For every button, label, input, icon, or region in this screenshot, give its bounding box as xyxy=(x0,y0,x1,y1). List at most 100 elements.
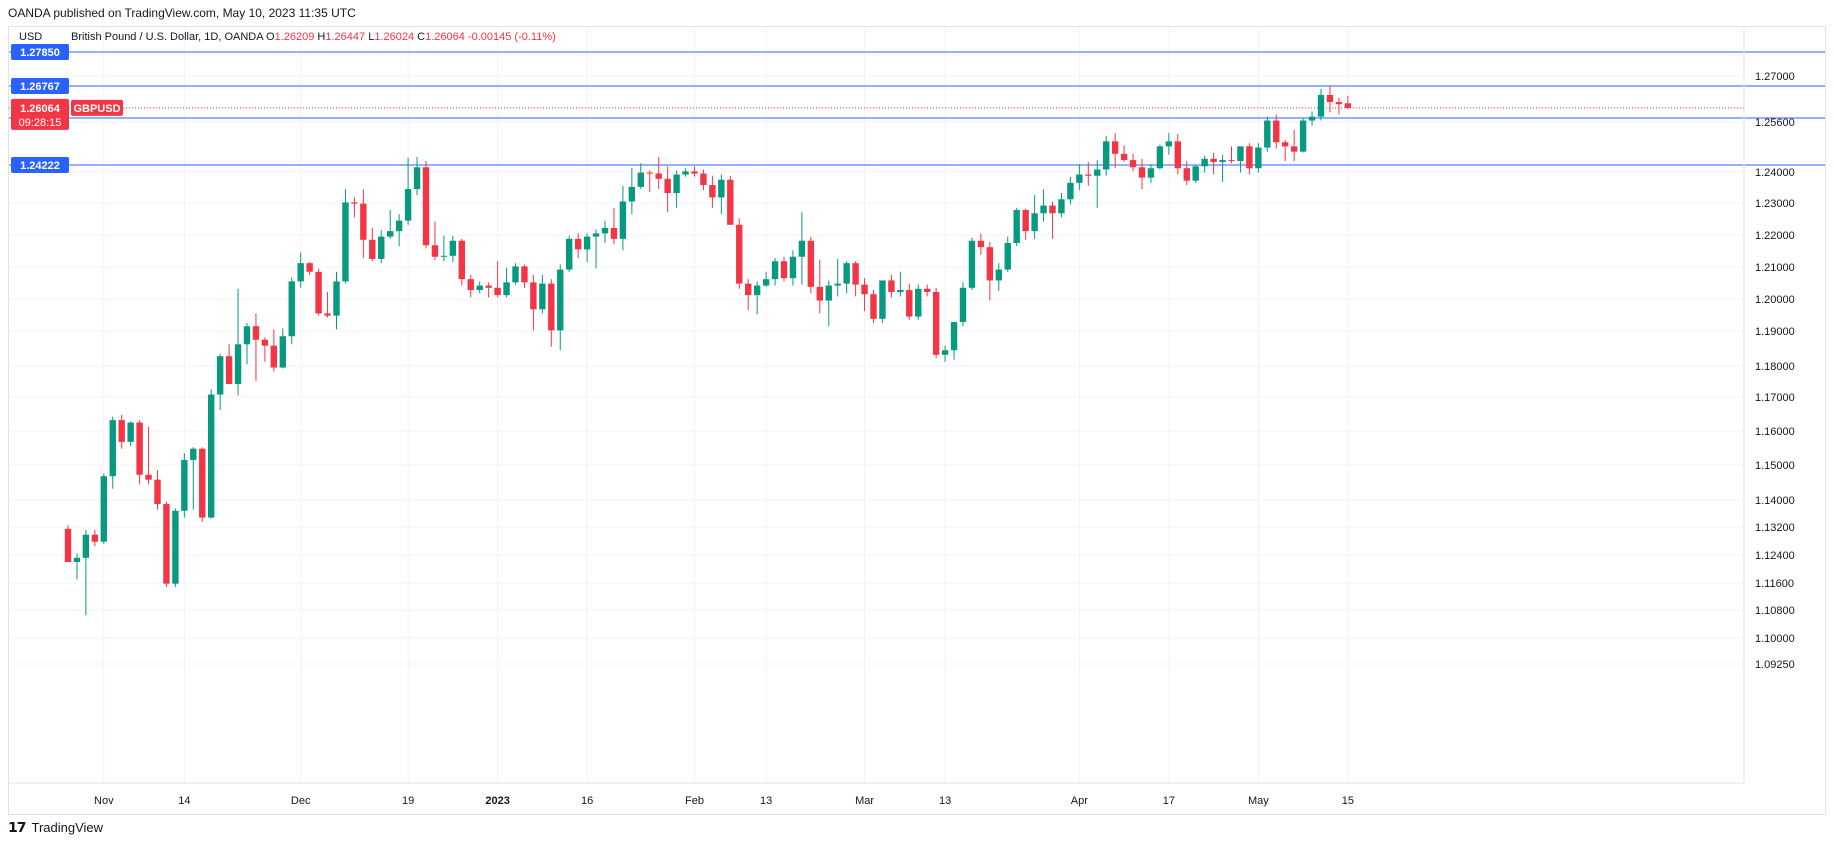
candle-down[interactable] xyxy=(1138,167,1146,178)
candle-down[interactable] xyxy=(1290,146,1298,152)
candle-up[interactable] xyxy=(673,174,680,194)
candle-up[interactable] xyxy=(190,448,197,460)
candle-down[interactable] xyxy=(655,173,662,179)
candle-up[interactable] xyxy=(950,322,958,351)
candle-down[interactable] xyxy=(118,420,125,442)
candle-down[interactable] xyxy=(431,245,439,257)
candle-down[interactable] xyxy=(1246,146,1253,169)
candle-down[interactable] xyxy=(888,280,895,292)
candle-up[interactable] xyxy=(959,287,967,323)
candle-up[interactable] xyxy=(628,186,636,202)
candle-down[interactable] xyxy=(816,286,823,301)
candle-down[interactable] xyxy=(1282,142,1289,147)
candle-up[interactable] xyxy=(1237,146,1244,162)
chart-frame[interactable]: 1.27000 1.25600 1.24000 1.23000 1.22000 1.210… xyxy=(8,26,1826,815)
candle-up[interactable] xyxy=(592,233,600,237)
candle-down[interactable] xyxy=(324,313,331,316)
candle-up[interactable] xyxy=(557,269,564,331)
candle-up[interactable] xyxy=(539,283,546,310)
candle-down[interactable] xyxy=(1228,160,1235,162)
candle-down[interactable] xyxy=(932,291,940,355)
candle-up[interactable] xyxy=(1219,160,1226,162)
candle-up[interactable] xyxy=(753,285,761,296)
candle-up[interactable] xyxy=(771,261,779,280)
candle-down[interactable] xyxy=(548,283,555,331)
candle-down[interactable] xyxy=(574,238,582,250)
candle-up[interactable] xyxy=(1201,158,1208,167)
candle-down[interactable] xyxy=(1210,158,1217,162)
candle-down[interactable] xyxy=(1085,174,1092,176)
candle-down[interactable] xyxy=(1049,205,1056,214)
candle-down[interactable] xyxy=(360,203,367,240)
candle-down[interactable] xyxy=(163,504,170,584)
candle-up[interactable] xyxy=(109,420,116,477)
candle-down[interactable] xyxy=(225,356,233,384)
candle-down[interactable] xyxy=(145,474,152,480)
candle-up[interactable] xyxy=(682,171,689,175)
candle-up[interactable] xyxy=(601,227,609,234)
candle-down[interactable] xyxy=(252,326,260,340)
candle-up[interactable] xyxy=(404,189,412,221)
candle-down[interactable] xyxy=(154,479,161,505)
candle-up[interactable] xyxy=(762,279,770,286)
candle-down[interactable] xyxy=(494,287,501,296)
candle-up[interactable] xyxy=(208,394,215,518)
candle-up[interactable] xyxy=(825,285,832,301)
candle-up[interactable] xyxy=(798,240,806,257)
candle-down[interactable] xyxy=(664,178,671,194)
candle-down[interactable] xyxy=(521,266,528,283)
candle-down[interactable] xyxy=(610,227,618,239)
candle-up[interactable] xyxy=(1255,147,1262,169)
candle-up[interactable] xyxy=(297,263,304,282)
candle-down[interactable] xyxy=(691,171,698,174)
candle-down[interactable] xyxy=(315,271,322,314)
candle-down[interactable] xyxy=(422,167,430,246)
candle-up[interactable] xyxy=(995,269,1002,281)
candle-up[interactable] xyxy=(1004,243,1011,270)
candle-up[interactable] xyxy=(843,263,850,284)
candle-down[interactable] xyxy=(458,240,465,280)
candle-down[interactable] xyxy=(977,240,985,248)
candle-up[interactable] xyxy=(1058,199,1065,214)
candle-down[interactable] xyxy=(270,345,278,368)
candle-down[interactable] xyxy=(700,173,707,186)
candle-up[interactable] xyxy=(387,231,394,237)
candle-down[interactable] xyxy=(906,290,913,317)
candle-down[interactable] xyxy=(136,422,143,475)
candle-down[interactable] xyxy=(861,284,868,295)
candle-up[interactable] xyxy=(1013,210,1020,243)
candle-down[interactable] xyxy=(306,263,313,272)
candle-down[interactable] xyxy=(1120,153,1128,161)
candle-up[interactable] xyxy=(1156,146,1164,169)
candle-up[interactable] xyxy=(1299,120,1307,152)
candle-down[interactable] xyxy=(780,261,788,279)
candle-down[interactable] xyxy=(1022,210,1029,232)
tradingview-branding[interactable]: 𝟭𝟳 TradingView xyxy=(8,819,103,836)
candle-down[interactable] xyxy=(369,239,376,259)
candle-up[interactable] xyxy=(1031,213,1038,232)
candle-up[interactable] xyxy=(789,256,797,279)
candle-down[interactable] xyxy=(1273,120,1280,143)
candle-up[interactable] xyxy=(216,356,224,395)
candle-down[interactable] xyxy=(91,534,99,542)
candle-up[interactable] xyxy=(440,255,448,257)
candle-up[interactable] xyxy=(512,266,519,283)
candle-down[interactable] xyxy=(727,179,734,225)
candle-down[interactable] xyxy=(467,279,474,291)
candle-down[interactable] xyxy=(1183,168,1190,181)
candle-up[interactable] xyxy=(181,459,188,511)
candle-up[interactable] xyxy=(1165,141,1173,147)
candle-up[interactable] xyxy=(619,201,627,239)
candle-down[interactable] xyxy=(1111,141,1119,154)
candle-up[interactable] xyxy=(127,422,134,442)
candle-down[interactable] xyxy=(1344,103,1352,108)
candle-up[interactable] xyxy=(449,240,457,256)
candle-up[interactable] xyxy=(915,288,922,317)
candle-down[interactable] xyxy=(530,282,537,310)
candle-down[interactable] xyxy=(485,285,492,288)
candle-up[interactable] xyxy=(172,510,179,584)
candle-up[interactable] xyxy=(234,344,242,384)
candle-down[interactable] xyxy=(646,172,653,174)
candle-up[interactable] xyxy=(342,202,349,282)
candle-down[interactable] xyxy=(351,202,358,204)
